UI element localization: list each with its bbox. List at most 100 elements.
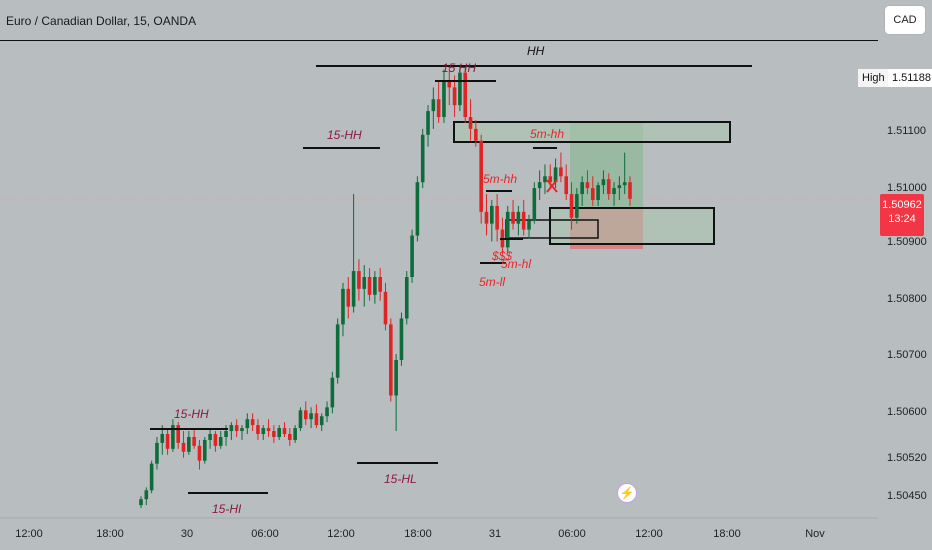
time-tick-label: 12:00 [635,528,663,540]
candle-body [149,463,154,491]
candle-body [367,277,372,295]
hh-label: HH [527,44,545,58]
candle-body [245,419,250,429]
candle-body [303,410,308,420]
candle-body [596,185,600,200]
candle-body [272,431,276,437]
candle-body [410,235,414,277]
15hl-label: 15-HL [384,472,417,486]
candle-body [606,179,611,195]
candle-body [452,87,457,106]
price-tick-label: 1.50600 [887,406,927,418]
candle-body [404,277,409,319]
time-tick-label: 30 [181,528,193,540]
candle-body [505,211,510,248]
high-value: 1.51188 [888,69,932,87]
time-tick-label: 12:00 [327,528,355,540]
candle-body [490,205,494,224]
supply-zone-box [453,121,731,143]
candle-body [484,211,489,224]
candle-body [474,128,478,141]
candle-body [532,188,537,221]
candle-body [628,182,632,199]
liquidity-label: $$$ [491,249,512,263]
candle-body [176,425,181,443]
candle-body [218,436,223,446]
time-tick-label: 31 [489,528,501,540]
candle-body [378,277,382,292]
high-label: High [858,69,889,87]
candle-body [447,81,452,88]
bar-countdown: 13:24 [888,213,916,225]
candle-body [288,434,292,440]
candle-body [559,167,563,177]
candle-body [266,428,271,432]
candle-body [202,439,207,461]
entry-x-marker [546,179,558,193]
candle-body [351,271,356,307]
candle-body [612,188,616,195]
candle-body [192,436,196,446]
candle-body [420,134,425,183]
current-price-value: 1.50962 [882,199,922,211]
candle-body [564,176,569,195]
candle-body [575,194,579,218]
15hh-mid-label: 15-HH [327,128,362,142]
candle-body [261,428,266,435]
candle-body [548,176,553,183]
candle-body [319,416,324,426]
candle-body [314,413,319,426]
candle-body [155,442,159,464]
candle-body [181,442,186,452]
candle-body [495,205,499,230]
candle-body [309,413,313,420]
candle-body [346,288,351,307]
candle-body [256,425,260,435]
time-tick-label: Nov [805,528,825,540]
candle-body [622,182,627,186]
candle-body [250,419,255,426]
price-tick-label: 1.50900 [887,236,927,248]
candle-body [569,194,574,218]
candle-body [357,271,361,289]
candle-body [537,182,542,189]
price-tick-label: 1.50700 [887,349,927,361]
candle-body [431,99,436,112]
candle-body [601,179,606,186]
price-tick-label: 1.50520 [887,452,927,464]
time-tick-label: 06:00 [558,528,586,540]
candle-body [139,499,143,506]
candle-body [383,291,388,325]
candle-body [144,490,149,500]
candle-body [580,182,584,195]
candle-body [389,324,393,396]
candle-body [335,324,340,378]
price-tick-label: 1.50800 [887,293,927,305]
chart-header: Euro / Canadian Dollar, 15, OANDA [0,0,932,40]
candle-body [399,318,404,360]
candle-body [165,434,170,449]
currency-button[interactable]: CAD [885,6,925,34]
candle-body [442,81,446,118]
candle-body [521,211,526,230]
candle-body [240,428,244,432]
price-tick-label: 1.50450 [887,490,927,502]
candle-body [516,211,521,224]
candle-body [590,188,595,200]
5m-hh-box-label: 5m-hh [530,127,564,141]
time-tick-label: 18:00 [96,528,124,540]
candle-body [373,277,377,295]
candle-body [415,182,420,236]
candle-body [341,288,345,325]
candle-body [213,434,218,446]
price-tick-label: 1.51000 [887,182,927,194]
candle-body [160,434,165,443]
candle-body [282,428,287,435]
candle-body [479,140,483,212]
candle-body [298,410,303,429]
price-tick-label: 1.51100 [887,125,926,137]
candle-body [458,72,462,106]
lightning-bolt-icon[interactable]: ⚡ [617,483,637,503]
